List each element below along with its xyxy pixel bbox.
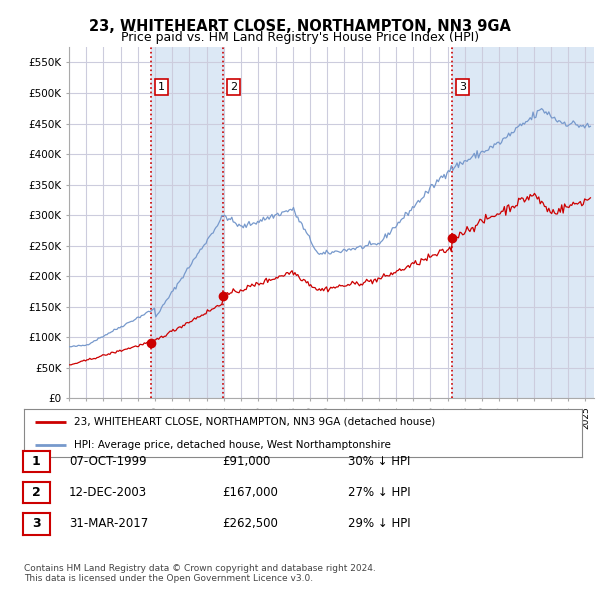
Text: 30% ↓ HPI: 30% ↓ HPI	[348, 455, 410, 468]
Text: £262,500: £262,500	[222, 517, 278, 530]
Text: 23, WHITEHEART CLOSE, NORTHAMPTON, NN3 9GA: 23, WHITEHEART CLOSE, NORTHAMPTON, NN3 9…	[89, 19, 511, 34]
Text: 23, WHITEHEART CLOSE, NORTHAMPTON, NN3 9GA (detached house): 23, WHITEHEART CLOSE, NORTHAMPTON, NN3 9…	[74, 417, 436, 427]
Bar	[452, 47, 594, 398]
Text: 1: 1	[158, 82, 165, 92]
Text: 07-OCT-1999: 07-OCT-1999	[69, 455, 146, 468]
Text: 27% ↓ HPI: 27% ↓ HPI	[348, 486, 410, 499]
Text: 1: 1	[32, 455, 41, 468]
Bar	[151, 47, 223, 398]
Text: 12-DEC-2003: 12-DEC-2003	[69, 486, 147, 499]
Text: £91,000: £91,000	[222, 455, 271, 468]
Text: 2: 2	[32, 486, 41, 499]
Text: 2: 2	[230, 82, 237, 92]
Text: Contains HM Land Registry data © Crown copyright and database right 2024.
This d: Contains HM Land Registry data © Crown c…	[24, 563, 376, 583]
Text: £167,000: £167,000	[222, 486, 278, 499]
Text: Price paid vs. HM Land Registry's House Price Index (HPI): Price paid vs. HM Land Registry's House …	[121, 31, 479, 44]
Text: 3: 3	[32, 517, 41, 530]
Text: 31-MAR-2017: 31-MAR-2017	[69, 517, 148, 530]
Text: 29% ↓ HPI: 29% ↓ HPI	[348, 517, 410, 530]
Text: 3: 3	[459, 82, 466, 92]
Text: HPI: Average price, detached house, West Northamptonshire: HPI: Average price, detached house, West…	[74, 440, 391, 450]
